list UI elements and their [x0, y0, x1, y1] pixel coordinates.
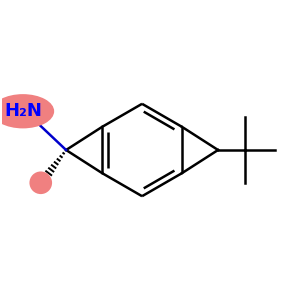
Ellipse shape [0, 94, 54, 128]
Circle shape [29, 172, 52, 194]
Text: H₂N: H₂N [4, 102, 42, 120]
